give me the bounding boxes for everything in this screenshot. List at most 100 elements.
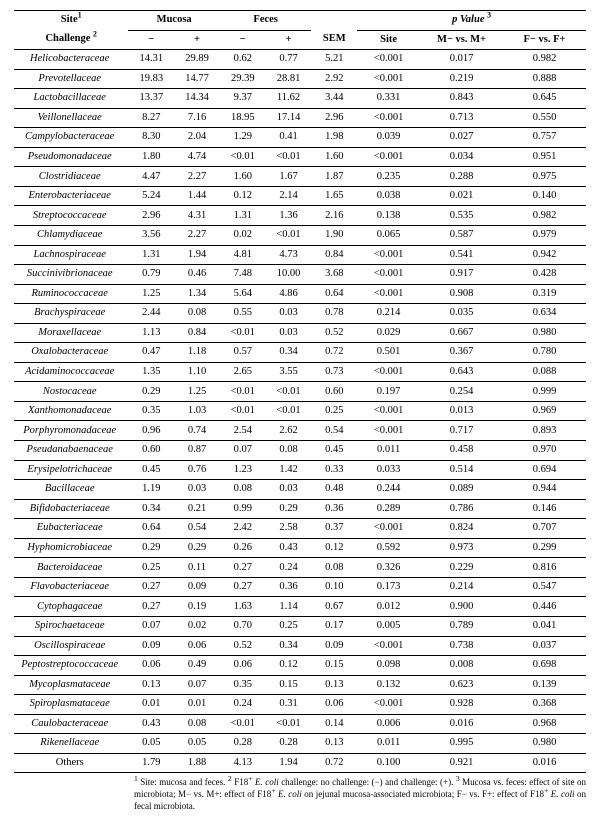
cell-fp: 3.55 (266, 362, 312, 382)
cell-fvf: 0.970 (503, 441, 586, 461)
row-name: Helicobacteraceae (14, 50, 128, 70)
cell-mp: 1.88 (174, 753, 220, 773)
cell-fp: 11.62 (266, 89, 312, 109)
cell-mp: 0.29 (174, 538, 220, 558)
cell-fp: 0.29 (266, 499, 312, 519)
cell-sem: 1.60 (311, 147, 357, 167)
cell-mvm: 0.843 (420, 89, 503, 109)
header-mucosa: Mucosa (128, 11, 220, 31)
table-row: Campylobacteraceae8.302.041.290.411.980.… (14, 128, 586, 148)
row-name: Oxalobacteraceae (14, 343, 128, 363)
cell-fn: 0.52 (220, 636, 266, 656)
cell-mvm: 0.535 (420, 206, 503, 226)
cell-fn: <0.01 (220, 382, 266, 402)
row-name: Pseudanabaenaceae (14, 441, 128, 461)
cell-site: 0.244 (357, 480, 420, 500)
header-mucosa-neg: − (128, 30, 174, 50)
cell-sem: 0.78 (311, 304, 357, 324)
row-name: Prevotellaceae (14, 69, 128, 89)
cell-fvf: 0.942 (503, 245, 586, 265)
cell-fp: 0.15 (266, 675, 312, 695)
cell-fvf: 0.139 (503, 675, 586, 695)
cell-fvf: 0.975 (503, 167, 586, 187)
cell-mvm: 0.541 (420, 245, 503, 265)
cell-mp: 4.31 (174, 206, 220, 226)
row-name: Caulobacteraceae (14, 714, 128, 734)
cell-fn: 0.07 (220, 441, 266, 461)
cell-fp: 0.34 (266, 343, 312, 363)
table-row: Lachnospiraceae1.311.944.814.730.84<0.00… (14, 245, 586, 265)
cell-mp: 1.18 (174, 343, 220, 363)
table-row: Chlamydiaceae3.562.270.02<0.011.900.0650… (14, 226, 586, 246)
table-row: Spirochaetaceae0.070.020.700.250.170.005… (14, 616, 586, 636)
cell-fp: 0.31 (266, 695, 312, 715)
cell-mp: 0.19 (174, 597, 220, 617)
cell-fvf: 0.368 (503, 695, 586, 715)
cell-fvf: 0.888 (503, 69, 586, 89)
header-fvf: F− vs. F+ (503, 30, 586, 50)
cell-mp: 1.03 (174, 401, 220, 421)
cell-fn: 1.63 (220, 597, 266, 617)
cell-mp: 0.09 (174, 577, 220, 597)
row-name: Moraxellaceae (14, 323, 128, 343)
cell-fp: <0.01 (266, 382, 312, 402)
cell-sem: 0.73 (311, 362, 357, 382)
cell-mn: 0.27 (128, 597, 174, 617)
cell-mn: 0.96 (128, 421, 174, 441)
cell-mn: 14.31 (128, 50, 174, 70)
cell-fvf: 0.645 (503, 89, 586, 109)
cell-site: <0.001 (357, 108, 420, 128)
cell-fn: <0.01 (220, 147, 266, 167)
cell-sem: 2.92 (311, 69, 357, 89)
row-name: Rikenellaceae (14, 734, 128, 754)
cell-fvf: 0.088 (503, 362, 586, 382)
cell-site: <0.001 (357, 284, 420, 304)
cell-mp: 1.10 (174, 362, 220, 382)
cell-fp: 1.94 (266, 753, 312, 773)
cell-fvf: 0.980 (503, 323, 586, 343)
cell-fn: 4.81 (220, 245, 266, 265)
cell-fvf: 0.951 (503, 147, 586, 167)
cell-mn: 0.60 (128, 441, 174, 461)
table-row: Clostridiaceae4.472.271.601.671.870.2350… (14, 167, 586, 187)
cell-mn: 0.29 (128, 382, 174, 402)
cell-mn: 0.79 (128, 265, 174, 285)
cell-site: 0.011 (357, 441, 420, 461)
row-name: Bacteroidaceae (14, 558, 128, 578)
cell-mp: 1.34 (174, 284, 220, 304)
table-row: Mycoplasmataceae0.130.070.350.150.130.13… (14, 675, 586, 695)
cell-mvm: 0.623 (420, 675, 503, 695)
cell-fn: 1.60 (220, 167, 266, 187)
cell-mvm: 0.016 (420, 714, 503, 734)
cell-fp: 0.08 (266, 441, 312, 461)
cell-site: 0.592 (357, 538, 420, 558)
microbiota-table: Site1 Mucosa Feces p Value 3 Challenge 2… (14, 10, 586, 773)
table-row: Rikenellaceae0.050.050.280.280.130.0110.… (14, 734, 586, 754)
cell-site: 0.326 (357, 558, 420, 578)
cell-sem: 0.13 (311, 734, 357, 754)
table-row: Xanthomonadaceae0.351.03<0.01<0.010.25<0… (14, 401, 586, 421)
cell-fn: 0.57 (220, 343, 266, 363)
cell-fn: 4.13 (220, 753, 266, 773)
cell-fn: <0.01 (220, 323, 266, 343)
cell-site: 0.029 (357, 323, 420, 343)
cell-mp: 2.27 (174, 167, 220, 187)
cell-fp: 0.03 (266, 323, 312, 343)
cell-mn: 8.27 (128, 108, 174, 128)
cell-fp: 2.58 (266, 519, 312, 539)
row-name: Cytophagaceae (14, 597, 128, 617)
cell-site: <0.001 (357, 695, 420, 715)
cell-fn: 0.70 (220, 616, 266, 636)
cell-fvf: 0.982 (503, 206, 586, 226)
cell-fp: <0.01 (266, 147, 312, 167)
header-feces: Feces (220, 11, 312, 31)
cell-mn: 5.24 (128, 186, 174, 206)
table-row: Streptococcaceae2.964.311.311.362.160.13… (14, 206, 586, 226)
cell-sem: 0.37 (311, 519, 357, 539)
row-name: Succinivibrionaceae (14, 265, 128, 285)
table-row: Acidaminococcaceae1.351.102.653.550.73<0… (14, 362, 586, 382)
cell-mvm: 0.738 (420, 636, 503, 656)
cell-fn: 2.42 (220, 519, 266, 539)
cell-mn: 3.56 (128, 226, 174, 246)
cell-site: 0.065 (357, 226, 420, 246)
